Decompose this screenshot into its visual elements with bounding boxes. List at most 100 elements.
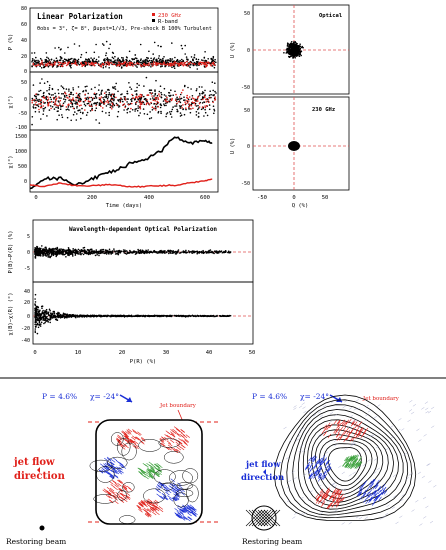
230-ghz-point bbox=[193, 99, 196, 101]
evpa-tick bbox=[113, 470, 118, 474]
230-ghz-point bbox=[176, 102, 178, 105]
230-ghz-point bbox=[60, 62, 62, 64]
r-band-point bbox=[163, 104, 166, 107]
evpa-tick bbox=[156, 493, 161, 498]
panel-a: Linear Polarization 230 GHz R-band θobs … bbox=[8, 6, 219, 209]
r-band-point bbox=[175, 60, 177, 63]
evpa-tick bbox=[348, 455, 352, 460]
230-ghz-point bbox=[66, 96, 68, 99]
r-band-point bbox=[189, 111, 192, 114]
evpa-tick bbox=[122, 485, 127, 489]
evpa-tick bbox=[112, 492, 117, 497]
optical-qu-cloud bbox=[283, 41, 304, 59]
dchi-point bbox=[83, 315, 85, 318]
evpa-tick bbox=[188, 507, 193, 512]
evpa-tick bbox=[168, 497, 174, 502]
dchi-point bbox=[192, 314, 194, 317]
dp-point bbox=[134, 253, 137, 255]
r-band-point bbox=[210, 93, 212, 96]
r-band-point bbox=[49, 101, 51, 103]
dp-point bbox=[228, 251, 230, 253]
r-band-point bbox=[171, 58, 174, 60]
230-ghz-point bbox=[185, 102, 187, 105]
230-ghz-point bbox=[64, 92, 66, 94]
r-band-point bbox=[140, 58, 142, 60]
r-band-point bbox=[63, 95, 66, 98]
r-band-point bbox=[147, 57, 149, 59]
dchi-point bbox=[36, 332, 39, 335]
dchi-point bbox=[40, 321, 43, 324]
evpa-tick bbox=[124, 488, 129, 492]
contour bbox=[176, 489, 194, 498]
r-band-point bbox=[62, 93, 65, 95]
r-band-point bbox=[169, 58, 171, 60]
evpa-tick bbox=[101, 468, 107, 472]
r-band-point bbox=[181, 47, 184, 50]
dchi-point bbox=[41, 305, 44, 308]
dp-point bbox=[182, 251, 185, 253]
r-band-point bbox=[36, 62, 39, 64]
evpa-tick bbox=[117, 482, 122, 487]
r-band-point bbox=[154, 90, 156, 92]
r-band-point bbox=[165, 104, 167, 107]
230-ghz-point bbox=[188, 62, 190, 65]
tick-label: -5 bbox=[24, 266, 30, 272]
r-band-point bbox=[214, 58, 216, 61]
dp-point bbox=[119, 252, 122, 254]
dp-point bbox=[160, 252, 162, 254]
230-ghz-point bbox=[164, 99, 166, 102]
dchi-point bbox=[209, 315, 212, 317]
dp-point bbox=[35, 253, 37, 256]
r-band-point bbox=[179, 105, 182, 108]
dp-point bbox=[96, 251, 98, 253]
r-band-point bbox=[165, 115, 167, 118]
evpa-tick bbox=[169, 485, 175, 490]
dchi-point bbox=[89, 315, 91, 318]
evpa-tick bbox=[347, 431, 351, 437]
r-band-point bbox=[143, 65, 145, 68]
230-ghz-point bbox=[132, 97, 134, 100]
r-band-point bbox=[193, 54, 196, 56]
230-ghz-point bbox=[208, 101, 210, 104]
r-band-point bbox=[215, 92, 217, 94]
230-ghz-point bbox=[40, 106, 43, 109]
evpa-tick bbox=[187, 516, 192, 521]
dp-point bbox=[166, 251, 168, 254]
dchi-point bbox=[68, 316, 71, 318]
chi2-ylabel: χ(°) bbox=[8, 155, 14, 168]
left-flow-arrow bbox=[37, 467, 40, 473]
dchi-point bbox=[34, 331, 37, 334]
evpa-tick bbox=[163, 495, 168, 500]
r-band-point bbox=[114, 85, 116, 88]
evpa-tick bbox=[124, 436, 129, 440]
r-band-point bbox=[102, 100, 105, 103]
230-ghz-point bbox=[179, 62, 182, 64]
evpa-tick bbox=[163, 488, 169, 493]
r-band-point bbox=[128, 82, 130, 84]
r-band-point bbox=[193, 56, 195, 59]
230-ghz-point bbox=[88, 63, 91, 66]
230-ghz-point bbox=[189, 61, 192, 64]
dp-point bbox=[56, 246, 58, 249]
dp-point bbox=[34, 251, 37, 254]
r-band-point bbox=[34, 110, 37, 113]
evpa-tick bbox=[341, 419, 345, 424]
dchi-point bbox=[66, 313, 68, 316]
r-band-point bbox=[99, 103, 101, 105]
dp-point bbox=[44, 249, 47, 252]
230-ghz-point bbox=[34, 64, 37, 67]
evpa-tick bbox=[167, 447, 172, 451]
dchi-point bbox=[35, 305, 38, 308]
evpa-tick bbox=[119, 496, 124, 500]
evpa-tick bbox=[350, 427, 355, 432]
r-band-point bbox=[144, 97, 147, 100]
dp-point bbox=[62, 248, 64, 251]
r-band-point bbox=[107, 59, 110, 61]
evpa-tick bbox=[313, 463, 317, 469]
dp-point bbox=[146, 250, 149, 253]
r-band-point bbox=[112, 106, 114, 108]
tick-label: -20 bbox=[21, 326, 30, 332]
evpa-tick bbox=[318, 467, 323, 473]
r-band-point bbox=[46, 115, 48, 117]
230-ghz-point bbox=[38, 108, 40, 111]
